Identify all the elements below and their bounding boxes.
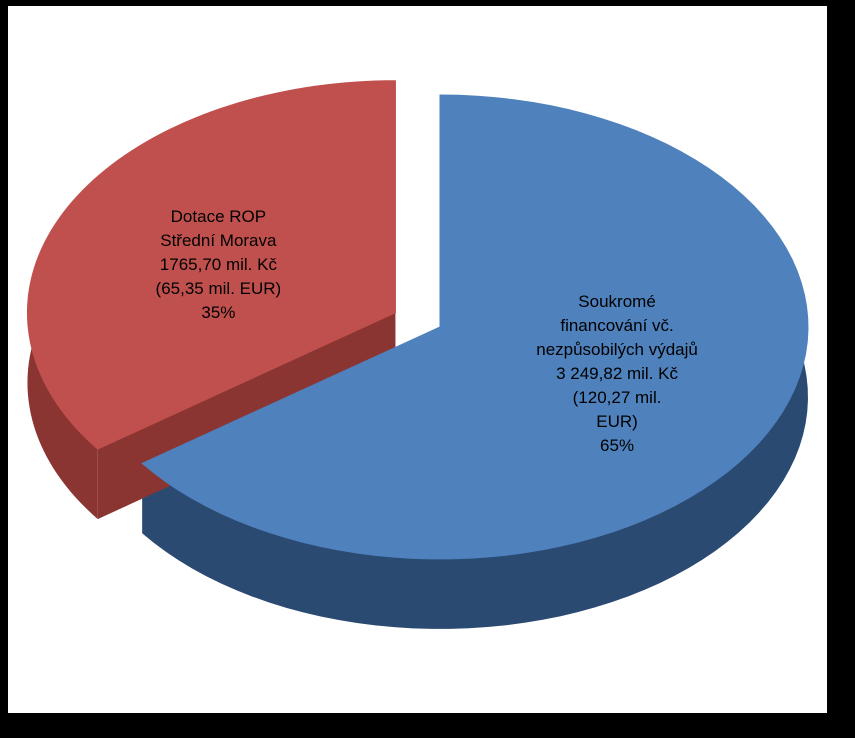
amount-label: 1765,70 mil. Kč (65,35 mil. EUR): [155, 255, 282, 299]
slice: [141, 94, 809, 560]
slice-tops: [26, 80, 809, 560]
slice-label: Dotace ROP Střední Morava 1765,70 mil. Kč…: [128, 205, 308, 325]
category-label: Soukromé financování vč. nezpůsobilých v…: [536, 292, 698, 360]
value-label: 65%: [600, 436, 635, 456]
slice: [26, 80, 396, 450]
amount-label: 3 249,82 mil. Kč (120,27 mil. EUR): [556, 364, 678, 432]
slice-side: [142, 95, 808, 629]
value-label: 35%: [201, 303, 236, 323]
slice-label: Soukromé financování vč. nezpůsobilých v…: [527, 290, 707, 458]
category-label: Dotace ROP Střední Morava: [160, 207, 277, 251]
